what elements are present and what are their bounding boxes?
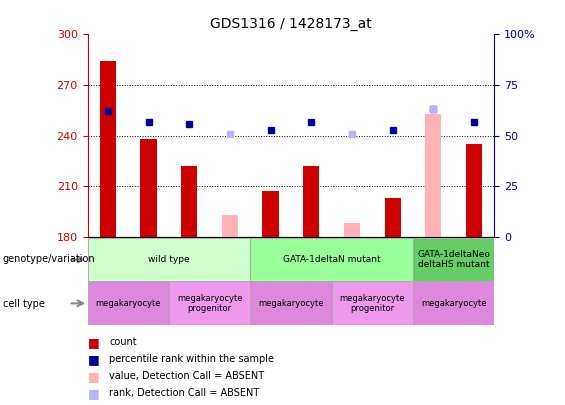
Text: megakaryocyte
progenitor: megakaryocyte progenitor: [340, 294, 405, 313]
Bar: [169, 281, 250, 325]
Bar: [141, 139, 157, 237]
Bar: [332, 281, 413, 325]
Text: cell type: cell type: [3, 299, 45, 309]
Text: rank, Detection Call = ABSENT: rank, Detection Call = ABSENT: [109, 388, 259, 398]
Bar: [385, 198, 401, 237]
Bar: [466, 144, 482, 237]
Text: ■: ■: [88, 370, 99, 383]
Text: megakaryocyte: megakaryocyte: [258, 299, 324, 308]
Bar: [88, 281, 169, 325]
Text: genotype/variation: genotype/variation: [3, 254, 95, 264]
Text: count: count: [109, 337, 137, 347]
Text: ■: ■: [88, 353, 99, 366]
Bar: [344, 224, 360, 237]
Bar: [88, 238, 250, 281]
Text: GATA-1deltaNeo
deltaHS mutant: GATA-1deltaNeo deltaHS mutant: [418, 250, 490, 269]
Text: megakaryocyte
progenitor: megakaryocyte progenitor: [177, 294, 242, 313]
Title: GDS1316 / 1428173_at: GDS1316 / 1428173_at: [210, 17, 372, 31]
Text: percentile rank within the sample: percentile rank within the sample: [109, 354, 274, 364]
Text: ■: ■: [88, 336, 99, 349]
Text: megakaryocyte: megakaryocyte: [95, 299, 161, 308]
Bar: [263, 192, 279, 237]
Bar: [222, 215, 238, 237]
Text: ■: ■: [88, 387, 99, 400]
Bar: [181, 166, 197, 237]
Bar: [100, 62, 116, 237]
Bar: [303, 166, 319, 237]
Bar: [250, 238, 413, 281]
Bar: [413, 281, 494, 325]
Text: wild type: wild type: [148, 255, 190, 264]
Text: megakaryocyte: megakaryocyte: [421, 299, 486, 308]
Bar: [250, 281, 332, 325]
Bar: [425, 114, 441, 237]
Text: value, Detection Call = ABSENT: value, Detection Call = ABSENT: [109, 371, 264, 381]
Text: GATA-1deltaN mutant: GATA-1deltaN mutant: [283, 255, 380, 264]
Bar: [413, 238, 494, 281]
